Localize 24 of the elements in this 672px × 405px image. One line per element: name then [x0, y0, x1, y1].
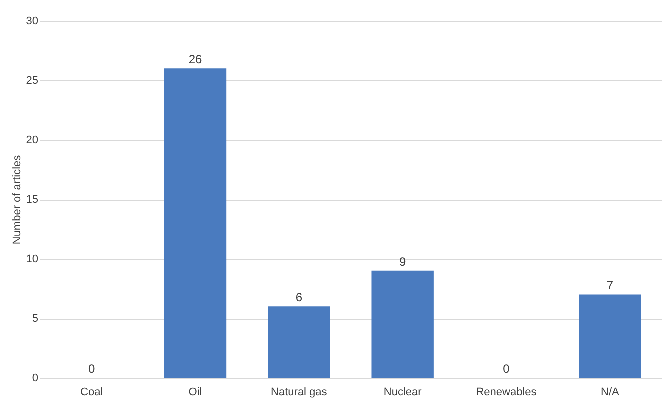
data-label: 0: [88, 362, 96, 376]
y-tick-label: 25: [26, 75, 38, 87]
bar: [579, 294, 642, 378]
y-tick-label: 5: [32, 313, 38, 325]
data-label: 9: [399, 254, 406, 269]
x-tick-label: Coal: [80, 386, 104, 398]
x-tick-label: Natural gas: [271, 386, 328, 398]
x-tick-label: Nuclear: [384, 386, 422, 398]
bar: [268, 306, 330, 378]
y-tick-label: 10: [26, 254, 38, 266]
data-label: 26: [188, 52, 202, 67]
data-label: 0: [503, 362, 510, 376]
y-axis-title: Number of articles: [11, 154, 24, 245]
x-tick-label: Renewables: [476, 386, 538, 398]
x-tick-label: Oil: [188, 386, 202, 398]
bar: [372, 270, 434, 378]
x-tick-label: N/A: [600, 386, 620, 398]
y-tick-label: 15: [26, 194, 38, 206]
data-label: 6: [296, 290, 303, 305]
y-tick-label: 0: [32, 372, 38, 384]
bar: [164, 68, 227, 378]
y-tick-label: 20: [26, 134, 38, 146]
data-label: 7: [606, 278, 614, 293]
y-tick-label: 30: [26, 16, 38, 28]
